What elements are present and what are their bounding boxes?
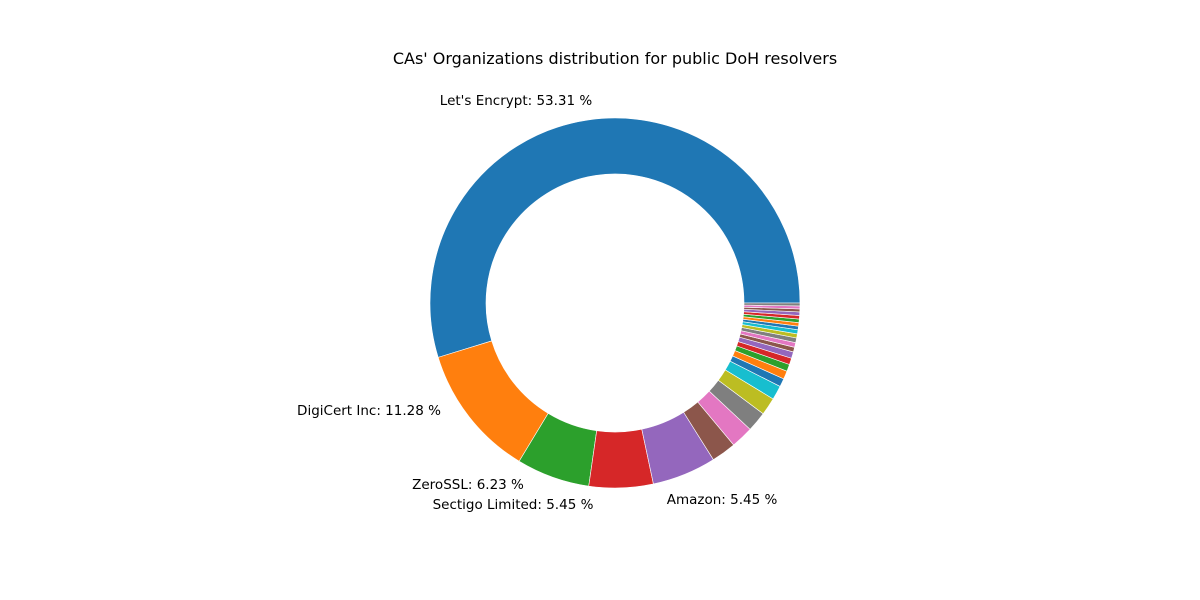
slice-label: Amazon: 5.45 %	[667, 492, 778, 508]
donut-slice-27	[743, 302, 801, 307]
label-group: Let's Encrypt: 53.31 % DigiCert Inc: 11.2…	[297, 93, 777, 513]
slice-label: Sectigo Limited: 5.45 %	[433, 497, 594, 513]
slice-label: ZeroSSL: 6.23 %	[412, 477, 524, 493]
chart-title: CAs' Organizations distribution for publ…	[393, 49, 837, 68]
slice-group	[429, 117, 801, 489]
slice-label: Let's Encrypt: 53.31 %	[440, 93, 593, 109]
slice-label: DigiCert Inc: 11.28 %	[297, 403, 441, 419]
donut-slice-let-s-encrypt	[429, 117, 801, 358]
